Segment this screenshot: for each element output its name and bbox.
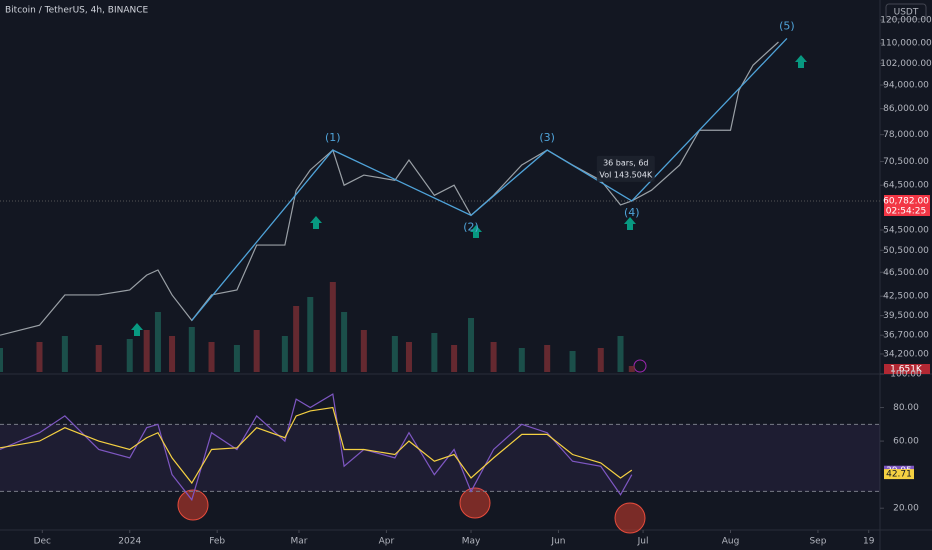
arrow [131,323,143,336]
x-tick-label: Feb [209,537,225,547]
volume-bar [253,330,260,372]
rsi-band [0,424,880,492]
chart-title: Bitcoin / TetherUS, 4h, BINANCE [5,6,149,16]
volume-bar [617,336,624,372]
last-value-bg [884,469,914,480]
circle [614,502,646,534]
y-tick-label: 80.00 [893,403,919,413]
y-tick-label: 102,000.00 [880,59,932,69]
volume-bar [518,348,525,372]
x-tick-label: Apr [379,537,395,547]
y-tick-label: 86,000.00 [883,104,929,114]
y-tick-label: 60.00 [893,437,919,447]
y-tick-label: 94,000.00 [883,81,929,91]
volume-bar [307,297,314,372]
rsi-circles [177,487,646,534]
volume-bar [329,282,336,372]
volume-bar [293,306,300,372]
arrow [470,225,482,238]
signal-arrows [131,55,807,336]
last-price: 60,782.00 [883,197,929,207]
wave-label: (2) [463,220,479,233]
volume-label: 1.651K [890,365,923,375]
last-price-bg [884,195,930,217]
y-tick-label: 64,500.00 [883,181,929,191]
volume-bar [628,366,635,372]
wave-label: (3) [539,131,555,144]
wave-label: (1) [325,131,341,144]
volume-bar [341,312,348,372]
last-value: 42.71 [886,470,912,480]
volume-bar [451,345,458,372]
volume-bar [431,333,438,372]
y-tick-label: 78,000.00 [883,130,929,140]
tooltip-volume: Vol 143.504K [599,170,653,179]
x-tick-label: 19 [863,537,875,547]
currency-button[interactable] [885,3,927,20]
volume-bar [143,330,150,372]
price-line [0,41,779,336]
y-tick-label: 42,500.00 [883,292,929,302]
y-tick-label: 100.00 [890,370,922,380]
x-tick-label: Jun [550,537,565,547]
x-tick-label: Dec [34,537,51,547]
tooltip-bg [596,155,655,182]
wave-label: (5) [779,19,795,32]
volume-bar [126,339,133,372]
y-tick-label: 70,500.00 [883,157,929,167]
currency[interactable]: USDT [894,8,919,18]
y-tick-label: 54,500.00 [883,226,929,236]
x-tick-label: Sep [809,537,826,547]
volume-bar [233,345,240,372]
volume-bar [490,342,497,372]
volume-bar [405,342,412,372]
x-tick-label: Aug [722,537,740,547]
volume-bar [0,348,3,372]
x-tick-label: Mar [290,537,307,547]
volume-bar [95,345,102,372]
volume-bar [208,342,215,372]
circle [459,487,491,519]
volume-label-group: 1.651K [884,364,930,375]
tooltip-bars: 36 bars, 6d [603,158,648,167]
rsi-line [0,393,633,502]
x-tick-label: Jul [637,537,649,547]
volume-bar [281,336,288,372]
x-tick-label: May [462,537,481,547]
arrow [310,216,322,229]
y-tick-label: 20.00 [893,504,919,514]
y-tick-label: 46,500.00 [883,268,929,278]
volume-bar [36,342,43,372]
y-tick-label: 120,000.00 [880,16,932,26]
y-tick-label: 36,700.00 [883,331,929,341]
wave-line [191,37,788,321]
arrow [624,217,636,230]
arrow [795,55,807,68]
volume-bar [597,348,604,372]
volume-bar [468,318,475,372]
volume-bar [544,345,551,372]
y-tick-label: 110,000.00 [880,39,932,49]
volume-bar [569,351,576,372]
volume-bar [169,336,176,372]
y-tick-label: 39,500.00 [883,311,929,321]
volume-bar [360,330,367,372]
circle [177,489,209,521]
rsi-line [0,406,633,485]
volume-bar [391,336,398,372]
y-tick-label: 50,500.00 [883,246,929,256]
volume-label-bg [884,364,930,374]
x-tick-label: 2024 [118,537,141,547]
y-tick-label: 34,200.00 [883,349,929,359]
volume-bar [188,327,195,372]
countdown: 02:54:25 [886,207,926,217]
volume-bar [61,336,68,372]
volume-bar [154,312,161,372]
wave-label: (4) [624,206,640,219]
